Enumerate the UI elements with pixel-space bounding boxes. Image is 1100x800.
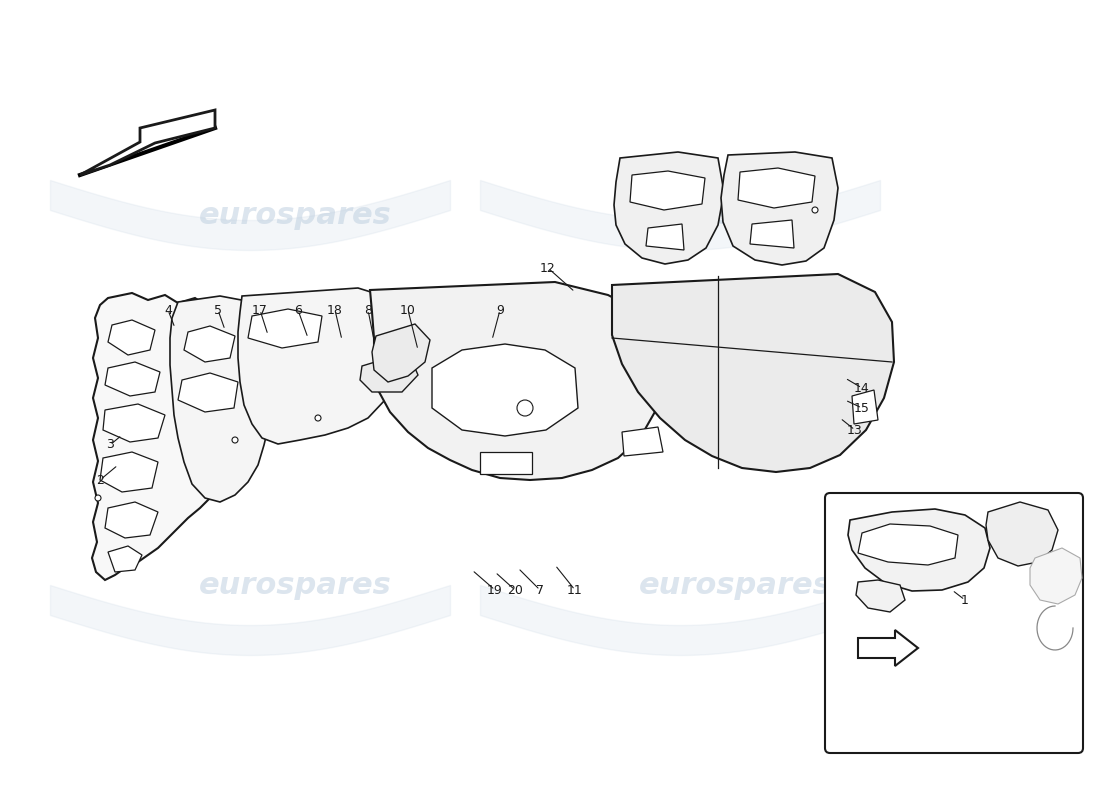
Circle shape [517,400,534,416]
Polygon shape [621,427,663,456]
Polygon shape [986,502,1058,566]
Polygon shape [170,296,283,502]
Text: 15: 15 [854,402,870,414]
Text: 19: 19 [487,583,503,597]
Polygon shape [612,274,894,472]
Polygon shape [100,452,158,492]
Text: 20: 20 [507,583,522,597]
Polygon shape [238,288,412,444]
Polygon shape [856,580,905,612]
Polygon shape [184,326,235,362]
Polygon shape [738,168,815,208]
Text: 18: 18 [327,303,343,317]
Text: 17: 17 [252,303,268,317]
Polygon shape [108,546,142,572]
Polygon shape [614,152,724,264]
Text: 11: 11 [568,583,583,597]
Polygon shape [372,324,430,382]
Polygon shape [1030,548,1082,604]
Text: 8: 8 [364,303,372,317]
Text: 13: 13 [847,423,862,437]
Text: 12: 12 [540,262,556,274]
Text: eurospares: eurospares [639,570,832,599]
Text: eurospares: eurospares [199,570,392,599]
FancyBboxPatch shape [480,452,532,474]
Polygon shape [370,282,666,480]
Polygon shape [248,309,322,348]
Polygon shape [103,404,165,442]
Text: 5: 5 [214,303,222,317]
Circle shape [812,207,818,213]
Polygon shape [720,152,838,265]
Polygon shape [104,362,160,396]
Text: eurospares: eurospares [199,201,392,230]
Text: 2: 2 [96,474,103,486]
Text: 14: 14 [854,382,870,394]
Text: 9: 9 [496,303,504,317]
Text: 7: 7 [536,583,544,597]
Polygon shape [92,293,232,580]
Polygon shape [104,502,158,538]
Polygon shape [178,373,238,412]
Text: 4: 4 [164,303,172,317]
Circle shape [95,495,101,501]
Text: 3: 3 [106,438,114,451]
FancyBboxPatch shape [825,493,1084,753]
Polygon shape [630,171,705,210]
Polygon shape [750,220,794,248]
Text: 6: 6 [294,303,301,317]
Polygon shape [848,509,990,591]
Polygon shape [432,344,578,436]
Polygon shape [858,630,918,666]
Polygon shape [360,352,418,392]
Text: 10: 10 [400,303,416,317]
Text: eurospares: eurospares [639,201,832,230]
Circle shape [232,437,238,443]
Circle shape [315,415,321,421]
Polygon shape [646,224,684,250]
Polygon shape [852,390,878,424]
Polygon shape [80,110,214,175]
Polygon shape [108,320,155,355]
Polygon shape [858,524,958,565]
Text: 1: 1 [961,594,969,606]
